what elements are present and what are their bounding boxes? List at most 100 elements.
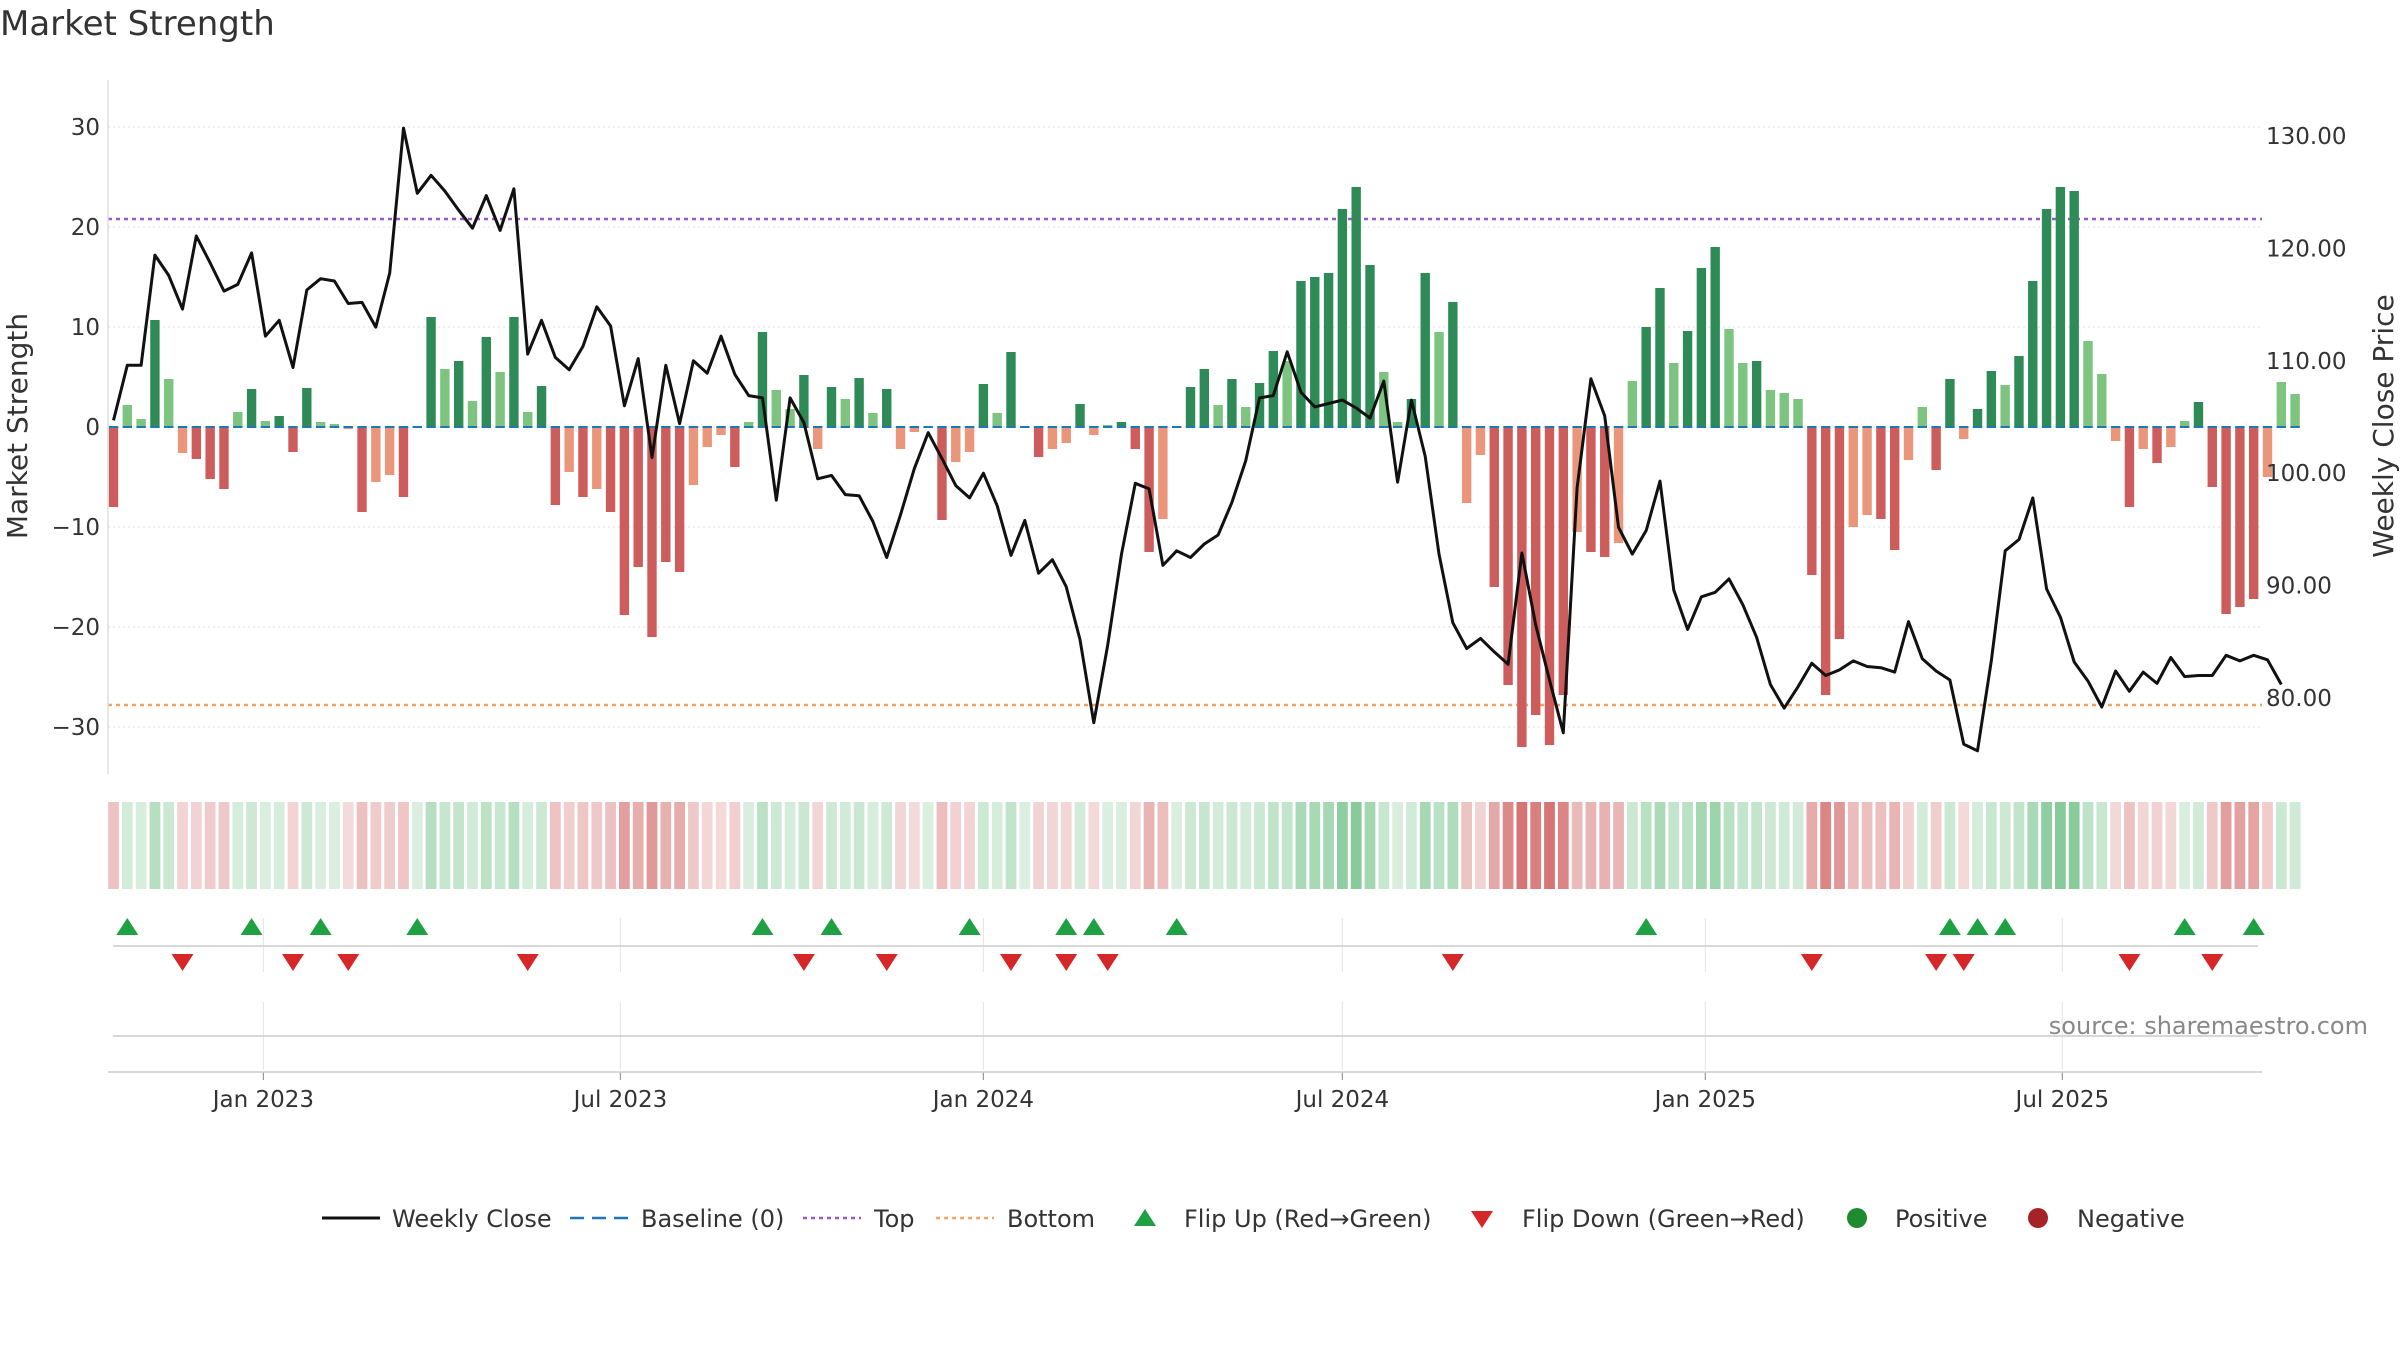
heat-cell (1488, 802, 1500, 889)
heat-cell (991, 802, 1003, 889)
heat-cell (977, 802, 989, 889)
heat-cell (1281, 802, 1293, 889)
flip-up-marker (309, 918, 332, 935)
heat-cell (1157, 802, 1169, 889)
heat-cell (1129, 802, 1141, 889)
heat-cell (1406, 802, 1417, 889)
x-tick-label: Jul 2025 (2014, 1087, 2110, 1113)
heat-cell (867, 802, 879, 889)
heat-cell (577, 802, 589, 889)
y-tick-label-right: 90.00 (2266, 574, 2332, 600)
heat-cell (826, 802, 837, 889)
heat-cell (2193, 802, 2204, 889)
heat-cell (2110, 802, 2122, 889)
heat-cell (1309, 802, 1321, 889)
chart-title: Market Strength (0, 4, 275, 44)
strength-bar (1268, 351, 1279, 427)
strength-bar (122, 405, 133, 427)
heat-cell (2179, 802, 2191, 889)
strength-bar (1779, 393, 1789, 427)
strength-bar (812, 427, 823, 449)
heat-cell (591, 802, 603, 889)
heat-cell (1958, 802, 1970, 889)
strength-bar (661, 427, 671, 562)
heat-cell (1060, 802, 1072, 889)
strength-bar (2276, 382, 2287, 427)
flip-down-marker (1925, 954, 1948, 971)
heat-cell (1626, 802, 1638, 889)
strength-bar (771, 390, 781, 427)
strength-bar (164, 379, 174, 427)
heat-cell (964, 802, 975, 889)
heat-cell (370, 802, 382, 889)
strength-bar (1889, 427, 1900, 550)
flip-down-marker (1000, 954, 1022, 971)
strength-bar (426, 317, 436, 427)
strength-bar (2207, 427, 2217, 487)
heat-cell (770, 802, 782, 889)
heat-cell (1557, 802, 1569, 889)
strength-bar (826, 387, 837, 427)
flip-up-marker (2242, 918, 2265, 935)
strength-bar (260, 421, 271, 427)
heat-cell (1102, 802, 1114, 889)
heat-cell (646, 802, 658, 889)
heat-cell (618, 802, 630, 889)
strength-bar (150, 320, 160, 427)
flip-up-marker (958, 918, 981, 935)
axes: 30 20 10 0 −10 −20 −30 130.00 120.00 110.00 100.00… (51, 80, 2346, 1113)
strength-bar (1558, 427, 1569, 695)
strength-bar (1696, 268, 1707, 427)
flip-down-marker (875, 954, 898, 971)
legend-label: Positive (1895, 1205, 1988, 1233)
legend-label: Top (873, 1205, 915, 1233)
heat-cell (936, 802, 948, 889)
strength-bar (1959, 427, 1969, 439)
strength-bar (978, 384, 989, 427)
heat-cell (812, 802, 824, 889)
strength-bar (1158, 427, 1168, 519)
strength-bar (674, 427, 685, 572)
heat-cell (1461, 802, 1473, 889)
heat-cell (1185, 802, 1196, 889)
y-tick-label-left: −30 (51, 715, 100, 741)
x-tick-label: Jan 2025 (1653, 1087, 1756, 1113)
strength-bar (1834, 427, 1845, 639)
heat-cell (674, 802, 686, 889)
heat-cell (190, 802, 202, 889)
strength-bar (578, 427, 588, 497)
strength-bar (1517, 427, 1527, 747)
heat-cell (1419, 802, 1431, 889)
strength-bar (440, 369, 450, 427)
flip-up-marker (1938, 918, 1961, 935)
y-tick-label-left: 20 (71, 215, 100, 241)
flip-down-marker (1952, 954, 1975, 971)
strength-bar (1061, 427, 1071, 443)
strength-bar (2124, 427, 2135, 507)
heat-cell (701, 802, 713, 889)
flip-up-marker (406, 918, 429, 935)
heat-cell (1668, 802, 1680, 889)
strength-bar (1116, 422, 1127, 427)
strength-bar (2193, 402, 2204, 427)
heat-cell (149, 802, 161, 889)
strength-bar (233, 412, 243, 427)
heat-cell (2068, 802, 2080, 889)
flip-down-marker (171, 954, 194, 971)
legend-label: Flip Up (Red→Green) (1184, 1205, 1432, 1233)
strength-bar (1130, 427, 1140, 449)
x-tick-label: Jul 2024 (1294, 1087, 1390, 1113)
strength-bar (288, 427, 298, 452)
y-axis-label-left: Market Strength (1, 313, 34, 539)
strength-bar (2290, 394, 2300, 427)
strength-bar (1047, 427, 1058, 449)
strength-bar (2055, 187, 2066, 427)
flip-up-marker (1082, 918, 1105, 935)
flip-up-marker (1165, 918, 1188, 935)
flip-up-marker (820, 918, 843, 935)
legend-label: Baseline (0) (641, 1205, 784, 1233)
strength-bar (329, 424, 340, 427)
strength-bar (743, 422, 754, 427)
strength-bar (1392, 422, 1403, 427)
strength-bar (177, 427, 188, 453)
